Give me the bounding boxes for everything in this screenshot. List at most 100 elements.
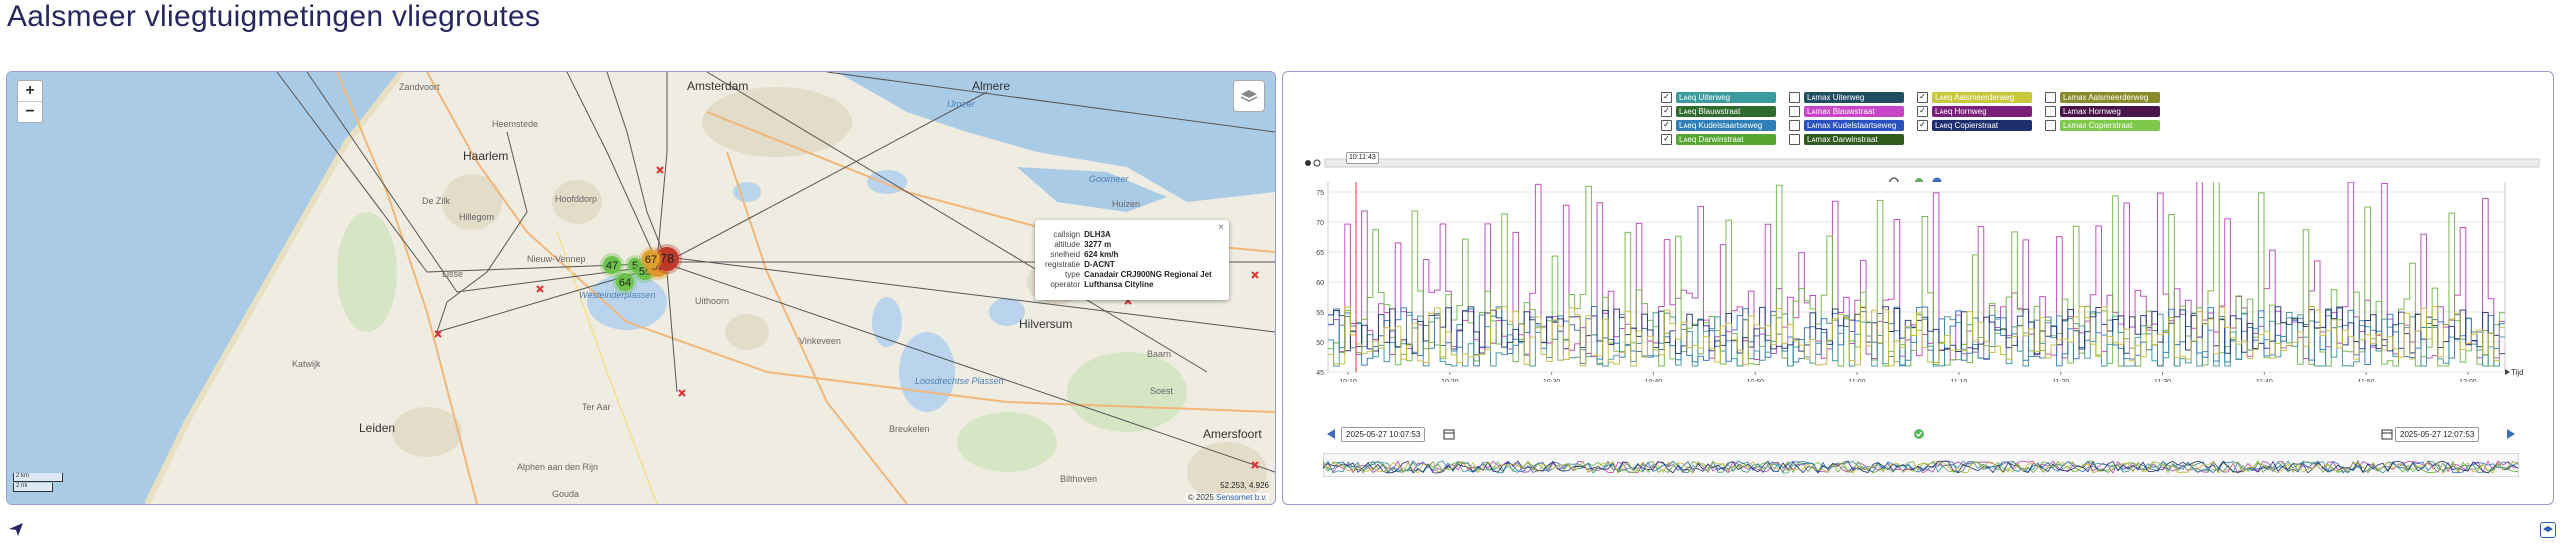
legend-item[interactable]: ✓ Lᴀeq Kudelstaartseweg <box>1661 119 1776 131</box>
place-label: Breukelen <box>889 424 930 434</box>
prev-period-icon[interactable] <box>1325 428 1337 440</box>
sensor-cluster[interactable]: 47 <box>600 253 624 277</box>
place-label: Almere <box>972 79 1010 93</box>
start-calendar-icon[interactable] <box>1443 428 1455 440</box>
series-checkbox[interactable]: ✓ <box>1661 133 1672 145</box>
navigator-line <box>1323 460 2519 474</box>
series-checkbox[interactable] <box>2045 119 2056 131</box>
legend-item[interactable]: ✓ Lᴀeq Darwinstraat <box>1661 133 1776 145</box>
series-checkbox[interactable]: ✓ <box>1917 119 1928 131</box>
place-label: Amersfoort <box>1203 427 1262 441</box>
series-checkbox[interactable] <box>1789 105 1800 117</box>
sensor-cluster[interactable]: 67 <box>639 247 663 271</box>
y-tick-label: 60 <box>1316 280 1324 287</box>
refresh-icon[interactable] <box>1913 428 1925 440</box>
series-name: Blauwstraat <box>1830 106 1875 116</box>
popup-row: type Canadair CRJ900NG Regional Jet <box>1043 270 1214 280</box>
series-name: Copierstraat <box>1952 120 1999 130</box>
legend-item[interactable]: ✓ Lᴀeq Aalsmeerderweg <box>1917 91 2032 103</box>
place-label: Amsterdam <box>687 79 748 93</box>
series-name: Hornweg <box>1952 106 1987 116</box>
y-tick-label: 55 <box>1316 310 1324 317</box>
time-marker-label: 10:11:43 <box>1346 152 1379 164</box>
north-sea <box>7 72 402 504</box>
x-tick-label: 10:40 <box>1645 379 1663 382</box>
series-checkbox[interactable] <box>1789 133 1800 145</box>
end-date-input[interactable]: 2025-05-27 12:07:53 <box>2395 427 2480 442</box>
series-label: Lᴀeq Blauwstraat <box>1676 105 1776 117</box>
series-checkbox[interactable]: ✓ <box>1661 91 1672 103</box>
legend-item[interactable]: Lᴀmax Hornweg <box>2045 105 2160 117</box>
x-axis-label: Tijd <box>2511 368 2524 377</box>
place-label: Westeinderplassen <box>579 290 655 300</box>
place-label: Leiden <box>359 421 395 435</box>
series-name: Darwinstraat <box>1696 134 1744 144</box>
noise-chart[interactable]: dB(A)455055606570758010:1010:2010:3010:4… <box>1283 182 2553 382</box>
popup-key: registratie <box>1045 260 1081 269</box>
place-label: Soest <box>1150 386 1174 396</box>
map-attribution: © 2025 Sensornet b.v. <box>1185 493 1269 502</box>
map-panel[interactable]: Amsterdam Almere Zandvoort Heemstede Haarlem… <box>6 71 1276 505</box>
legend-item[interactable]: ✓ Lᴀeq Hornweg <box>1917 105 2032 117</box>
legend-item[interactable]: Lᴀmax Kudelstaartseweg <box>1789 119 1904 131</box>
x-tick-label: 10:10 <box>1339 379 1357 382</box>
series-checkbox[interactable]: ✓ <box>1661 105 1672 117</box>
start-date-input[interactable]: 2025-05-27 10:07:53 <box>1341 427 1426 442</box>
sensor-cluster[interactable]: 78 <box>652 244 682 274</box>
overview-navigator[interactable] <box>1323 453 2519 477</box>
westeinderplassen <box>587 274 667 330</box>
series-name: Aalsmeerderweg <box>2086 92 2149 102</box>
place-label: Baarn <box>1147 349 1171 359</box>
series-checkbox[interactable]: ✓ <box>1917 91 1928 103</box>
legend-item[interactable]: ✓ Lᴀeq Blauwstraat <box>1661 105 1776 117</box>
svg-text:47: 47 <box>606 260 618 272</box>
series-label: Lᴀeq Kudelstaartseweg <box>1676 119 1776 131</box>
page-title: Aalsmeer vliegtuigmetingen vliegroutes <box>7 0 541 33</box>
series-label: Lᴀmax Kudelstaartseweg <box>1804 119 1904 131</box>
series-name: Uiterweg <box>1830 92 1865 102</box>
series-checkbox[interactable] <box>2045 105 2056 117</box>
place-label: De Zilk <box>422 196 451 206</box>
series-checkbox[interactable]: ✓ <box>1917 105 1928 117</box>
legend-column: Lᴀmax Aalsmeerderweg Lᴀmax Hornweg Lᴀmax C… <box>2045 91 2160 145</box>
legend-item[interactable]: Lᴀmax Aalsmeerderweg <box>2045 91 2160 103</box>
series-metric: Lᴀmax <box>2063 92 2087 102</box>
series-metric: Lᴀmax <box>1807 106 1831 116</box>
popup-key: altitude <box>1054 240 1081 249</box>
range-slider[interactable] <box>1303 157 2543 169</box>
popup-row: altitude 3277 m <box>1043 240 1214 250</box>
popup-close-button[interactable]: × <box>1218 222 1224 233</box>
legend-item[interactable]: Lᴀmax Blauwstraat <box>1789 105 1904 117</box>
popup-key: operator <box>1050 280 1081 289</box>
series-checkbox[interactable] <box>1789 91 1800 103</box>
end-calendar-icon[interactable] <box>2381 428 2393 440</box>
legend-item[interactable]: ✓ Lᴀeq Uiterweg <box>1661 91 1776 103</box>
legend-item[interactable]: Lᴀmax Copierstraat <box>2045 119 2160 131</box>
series-metric: Lᴀeq <box>1935 120 1953 130</box>
zoom-in-button[interactable]: + <box>25 82 35 99</box>
series-label: Lᴀmax Blauwstraat <box>1804 105 1904 117</box>
next-period-icon[interactable] <box>2505 428 2517 440</box>
zoom-out-button[interactable]: − <box>18 101 42 122</box>
zoom-control: + − <box>17 80 43 123</box>
series-checkbox[interactable] <box>2045 91 2056 103</box>
popup-table: callsign DLH3A altitude 3277 m snelheid 624 k… <box>1043 230 1214 290</box>
y-tick-label: 70 <box>1316 220 1324 227</box>
sensor-cluster[interactable]: 64 <box>613 270 637 294</box>
popup-value: Lufthansa Cityline <box>1084 280 1154 289</box>
scale-km: 2 km <box>13 473 63 482</box>
settings-button[interactable] <box>2540 522 2556 538</box>
markermeer <box>837 72 1275 202</box>
legend-item[interactable]: ✓ Lᴀeq Copierstraat <box>1917 119 2032 131</box>
send-icon[interactable] <box>8 521 24 537</box>
series-label: Lᴀmax Copierstraat <box>2060 119 2160 131</box>
attribution-link[interactable]: Sensornet b.v. <box>1216 493 1267 502</box>
series-checkbox[interactable]: ✓ <box>1661 119 1672 131</box>
legend-item[interactable]: Lᴀmax Darwinstraat <box>1789 133 1904 145</box>
layers-button[interactable] <box>1233 80 1265 112</box>
x-tick-label: 11:50 <box>2358 379 2375 382</box>
legend-item[interactable]: Lᴀmax Uiterweg <box>1789 91 1904 103</box>
series-metric: Lᴀmax <box>2063 106 2087 116</box>
place-label: Hilversum <box>1019 317 1072 331</box>
series-checkbox[interactable] <box>1789 119 1800 131</box>
